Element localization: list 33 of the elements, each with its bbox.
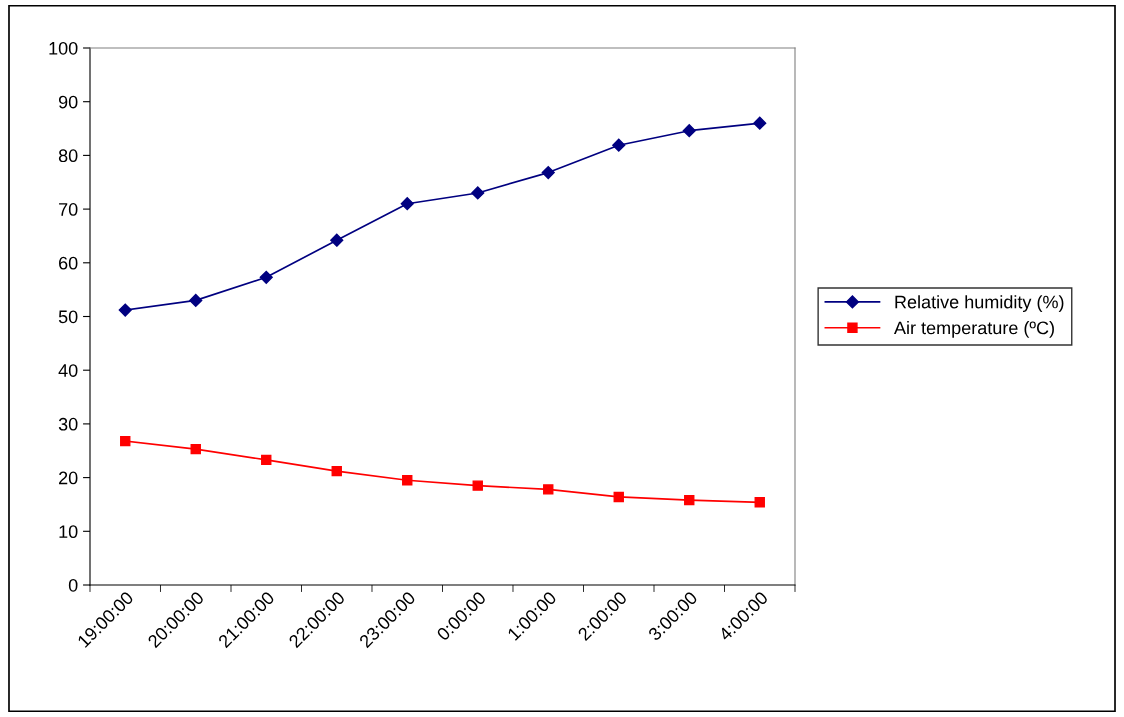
- legend-label: Air temperature (ºC): [894, 321, 1054, 338]
- legend-label: Relative humidity (%): [895, 295, 1064, 312]
- point: [189, 293, 203, 307]
- point: [682, 124, 696, 138]
- point: [613, 491, 624, 503]
- point: [190, 443, 201, 455]
- y-tick-label: 50: [58, 310, 78, 324]
- point: [543, 484, 554, 495]
- point: [120, 435, 131, 447]
- point: [330, 233, 344, 247]
- y-tick-label: 70: [59, 203, 78, 216]
- point: [684, 494, 695, 506]
- point: [754, 497, 765, 508]
- y-tick-label: 10: [59, 525, 78, 539]
- point: [400, 197, 414, 211]
- y-tick-label: 40: [58, 364, 78, 377]
- point: [118, 303, 132, 317]
- point: [753, 116, 767, 130]
- point: [331, 465, 342, 477]
- point: [472, 480, 483, 491]
- point: [261, 454, 272, 466]
- y-tick-label: 90: [58, 95, 78, 109]
- point: [541, 165, 555, 180]
- y-tick-label: 30: [58, 417, 78, 431]
- point: [402, 475, 413, 486]
- point: [471, 186, 485, 200]
- point: [612, 138, 626, 152]
- y-tick-label: 20: [59, 471, 78, 485]
- y-tick-label: 60: [59, 256, 78, 270]
- y-tick-label: 0: [68, 578, 78, 592]
- point: [259, 270, 273, 284]
- y-tick-label: 100: [49, 41, 78, 55]
- y-tick-label: 80: [58, 149, 78, 163]
